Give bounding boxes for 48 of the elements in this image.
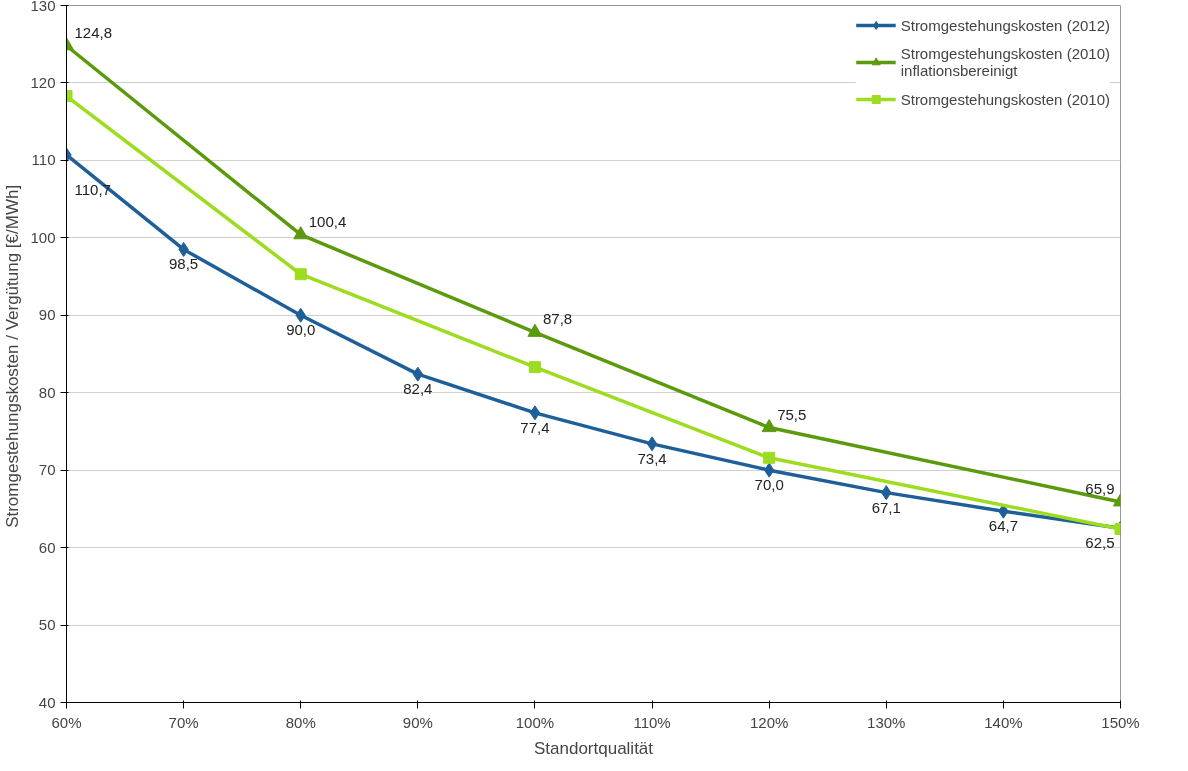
- y-tick-label: 80: [38, 383, 56, 401]
- y-axis-title: Stromgestehungskosten / Vergütung [€/MWh]: [3, 184, 23, 528]
- x-axis-title: Standortqualität: [533, 738, 654, 758]
- point: [529, 405, 541, 421]
- legend-label: Stromgestehungskosten (2012): [900, 16, 1110, 34]
- y-tick-label: 130: [30, 0, 56, 14]
- y-tick-label: 60: [38, 538, 56, 556]
- y-tick-label: 90: [38, 306, 56, 324]
- x-tick-label: 120%: [749, 713, 789, 731]
- x-tick-label: 80%: [285, 713, 316, 731]
- x-tick-label: 150%: [1101, 713, 1140, 731]
- y-tick-label: 40: [38, 693, 56, 711]
- legend-label: Stromgestehungskosten (2010) inflationsbereinigt: [900, 45, 1110, 79]
- data-label: 124,8: [74, 23, 113, 41]
- data-label: 67,1: [871, 498, 901, 516]
- data-label: 65,9: [1085, 479, 1115, 497]
- data-label: 87,8: [542, 310, 573, 328]
- point: [293, 226, 309, 240]
- data-label: 82,4: [403, 380, 433, 398]
- y-tick-label: 120: [30, 73, 56, 91]
- data-label: 64,7: [988, 517, 1018, 535]
- data-label: 100,4: [308, 212, 347, 230]
- point: [528, 361, 541, 374]
- y-tick-label: 100: [30, 228, 56, 246]
- point: [294, 268, 307, 281]
- data-label: 90,0: [286, 321, 316, 339]
- point: [763, 451, 776, 464]
- data-label: 110,7: [74, 180, 111, 198]
- y-tick-label: 110: [31, 151, 56, 169]
- point: [527, 323, 543, 337]
- x-tick-label: 90%: [402, 713, 433, 731]
- x-tick-label: 100%: [515, 713, 555, 731]
- x-tick-label: 60%: [51, 713, 82, 731]
- x-tick-label: 110%: [633, 713, 671, 731]
- data-label: 62,5: [1085, 534, 1115, 552]
- data-label: 98,5: [169, 255, 199, 273]
- y-tick-label: 50: [38, 616, 56, 634]
- x-tick-label: 140%: [984, 713, 1023, 731]
- y-tick-label: 70: [38, 461, 56, 479]
- legend-label: Stromgestehungskosten (2010): [900, 90, 1110, 108]
- point: [761, 418, 777, 433]
- data-label: 75,5: [777, 405, 807, 423]
- data-label: 77,4: [520, 418, 550, 436]
- x-tick-label: 130%: [867, 713, 906, 731]
- data-label: 73,4: [637, 449, 667, 467]
- point: [646, 436, 658, 452]
- x-tick-label: 70%: [168, 713, 199, 731]
- data-label: 70,0: [754, 476, 784, 494]
